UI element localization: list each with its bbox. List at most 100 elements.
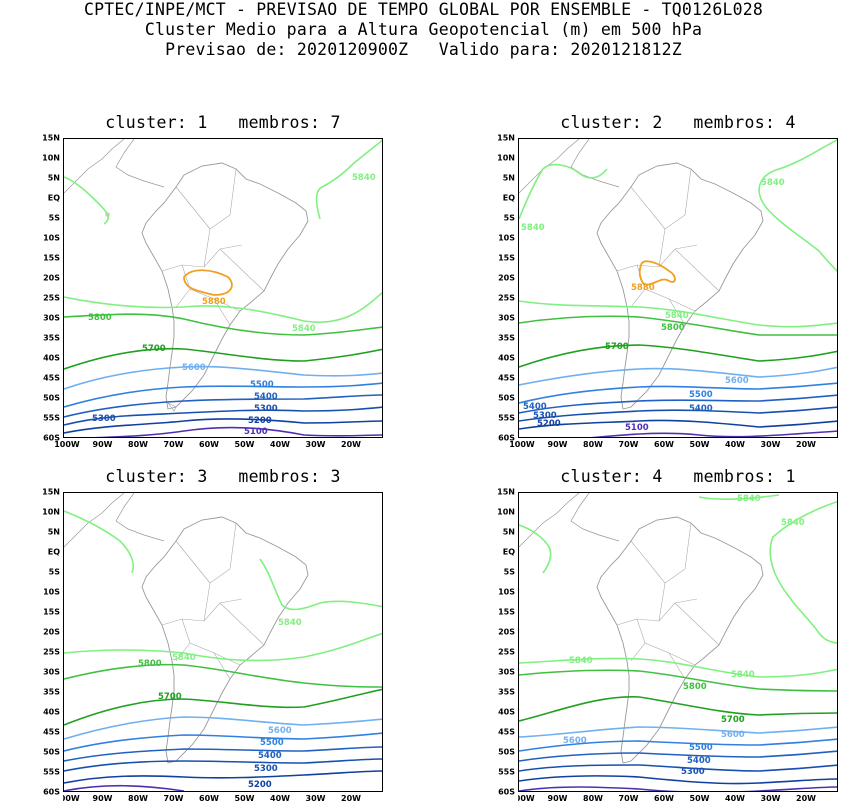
lat-tick-label: 30S	[498, 313, 515, 323]
lat-tick-label: 5S	[48, 213, 60, 223]
lat-tick-label: 55S	[498, 767, 515, 777]
lat-tick-label: 20S	[498, 627, 515, 637]
contour-label: 5700	[721, 715, 745, 725]
contour-label: 5800	[683, 682, 707, 692]
contour-label: 5700	[142, 344, 166, 354]
lat-tick-label: 10S	[43, 587, 60, 597]
lat-tick-label: EQ	[47, 547, 60, 557]
panel-4-map: 5840 5840 5840 5840 5800 5700 5600 5600 …	[518, 492, 838, 792]
lon-tick-label: 40W	[725, 794, 745, 803]
lat-tick-label: 25S	[43, 293, 60, 303]
lat-tick-label: 5N	[502, 527, 515, 537]
panel-3-lon-axis: 100W 90W 80W 70W 60W 50W 40W 30W 20W	[63, 794, 383, 803]
lon-tick-label: 30W	[760, 794, 781, 803]
panel-4-contours	[519, 494, 837, 791]
south-america-coastline	[64, 139, 309, 412]
lat-tick-label: 60S	[498, 433, 515, 443]
lon-tick-label: 20W	[341, 794, 361, 803]
panel-4-lon-axis: 100W 90W 80W 70W 60W 50W 40W 30W 20W	[518, 794, 838, 803]
lon-tick-label: 90W	[547, 794, 568, 803]
contour-label: 5400	[689, 404, 713, 414]
lat-tick-label: 50S	[43, 747, 60, 757]
lon-tick-label: 70W	[618, 440, 639, 449]
lon-tick-label: 80W	[583, 794, 603, 803]
lat-tick-label: 40S	[498, 353, 515, 363]
title-line-1: CPTEC/INPE/MCT - PREVISAO DE TEMPO GLOBA…	[84, 0, 763, 19]
contour-label: 5400	[687, 756, 711, 766]
contour-label: 5840	[731, 670, 755, 680]
contour-label: 5700	[605, 342, 629, 352]
lat-tick-label: 35S	[498, 687, 515, 697]
lon-tick-label: 30W	[760, 440, 781, 449]
contour-label: 5840	[292, 324, 316, 334]
lon-tick-label: 40W	[725, 440, 745, 449]
lon-tick-label: 70W	[163, 794, 184, 803]
panel-1-title: cluster: 1 membros: 7	[105, 113, 341, 132]
lon-tick-label: 50W	[689, 794, 710, 803]
lon-tick-label: 100W	[63, 794, 80, 803]
contour-label: 5700	[158, 692, 182, 702]
contour-label: 5300	[681, 767, 705, 777]
panel-2-title: cluster: 2 membros: 4	[560, 113, 796, 132]
contour-label: 5800	[661, 323, 685, 333]
lat-tick-label: 20S	[43, 273, 60, 283]
lat-tick-label: 55S	[43, 767, 60, 777]
panel-1-contours	[64, 139, 382, 437]
contour-label: 5200	[248, 780, 272, 790]
lat-tick-label: 55S	[43, 413, 60, 423]
contour-label: 5500	[689, 743, 713, 753]
contour-label: 5600	[563, 736, 587, 746]
lon-tick-label: 20W	[341, 440, 361, 449]
contour-label: 5300	[254, 764, 278, 774]
panel-1-map: 5840 5880 5800 5840 5700 5600 5500 5400 …	[63, 138, 383, 438]
lat-tick-label: 40S	[43, 707, 60, 717]
lat-tick-label: 60S	[43, 787, 60, 797]
panel-2-lon-axis: 100W 90W 80W 70W 60W 50W 40W 30W 20W	[509, 440, 838, 452]
lon-tick-label: 30W	[305, 440, 326, 449]
panel-4-title: cluster: 4 membros: 1	[560, 467, 796, 486]
contour-label: 5400	[258, 751, 282, 761]
contour-label: 5600	[182, 363, 206, 373]
lat-tick-label: 10S	[498, 587, 515, 597]
lat-tick-label: 15S	[43, 253, 60, 263]
lat-tick-label: 10S	[43, 233, 60, 243]
contour-label: 5840	[352, 173, 376, 183]
lat-tick-label: EQ	[47, 193, 60, 203]
lat-tick-label: 30S	[498, 667, 515, 677]
lat-tick-label: 50S	[498, 747, 515, 757]
contour-label: 5840	[569, 656, 593, 666]
lon-tick-label: 50W	[234, 440, 255, 449]
lon-tick-label: 70W	[618, 794, 639, 803]
title-line-2: Cluster Medio para a Altura Geopotencial…	[144, 20, 703, 39]
panel-3-lat-axis: 15N 10N 5N EQ 5S 10S 15S 20S 25S 30S 35S 40S 45S 50S 5…	[20, 488, 60, 797]
lat-tick-label: 60S	[498, 787, 515, 797]
contour-label: 5200	[537, 419, 561, 429]
lat-tick-label: 20S	[498, 273, 515, 283]
lat-tick-label: 15S	[498, 253, 515, 263]
panel-2-lat-axis: 15N 10N 5N EQ 5S 10S 15S 20S 25S 30S 35S 40S 45S 50S 5…	[475, 134, 515, 443]
contour-label: 5500	[250, 380, 274, 390]
contour-label: 5840	[278, 618, 302, 628]
contour-label: 5300	[254, 404, 278, 414]
panel-1-lon-axis: 100W 90W 80W 70W 60W 50W 40W 30W 20W	[54, 440, 383, 452]
lat-tick-label: 35S	[43, 333, 60, 343]
lat-tick-label: 35S	[498, 333, 515, 343]
contour-label: 5600	[721, 730, 745, 740]
lon-tick-label: 40W	[270, 440, 290, 449]
lat-tick-label: 10N	[497, 507, 515, 517]
contour-label: 5400	[523, 402, 547, 412]
lat-tick-label: 50S	[43, 393, 60, 403]
lat-tick-label: 45S	[43, 373, 60, 383]
lat-tick-label: EQ	[502, 193, 515, 203]
lat-tick-label: 15S	[498, 607, 515, 617]
panel-4-lat-axis: 15N 10N 5N EQ 5S 10S 15S 20S 25S 30S 35S 40S 45S 50S 5…	[475, 488, 515, 797]
lat-tick-label: 5S	[503, 567, 515, 577]
page-title: CPTEC/INPE/MCT - PREVISAO DE TEMPO GLOBA…	[0, 0, 847, 60]
lon-tick-label: 60W	[199, 794, 219, 803]
lat-tick-label: 15N	[497, 133, 515, 143]
lat-tick-label: 5N	[47, 527, 60, 537]
lon-tick-label: 90W	[92, 440, 113, 449]
lon-tick-label: 60W	[654, 794, 674, 803]
lon-tick-label: 100W	[54, 440, 80, 449]
lat-tick-label: 25S	[498, 293, 515, 303]
